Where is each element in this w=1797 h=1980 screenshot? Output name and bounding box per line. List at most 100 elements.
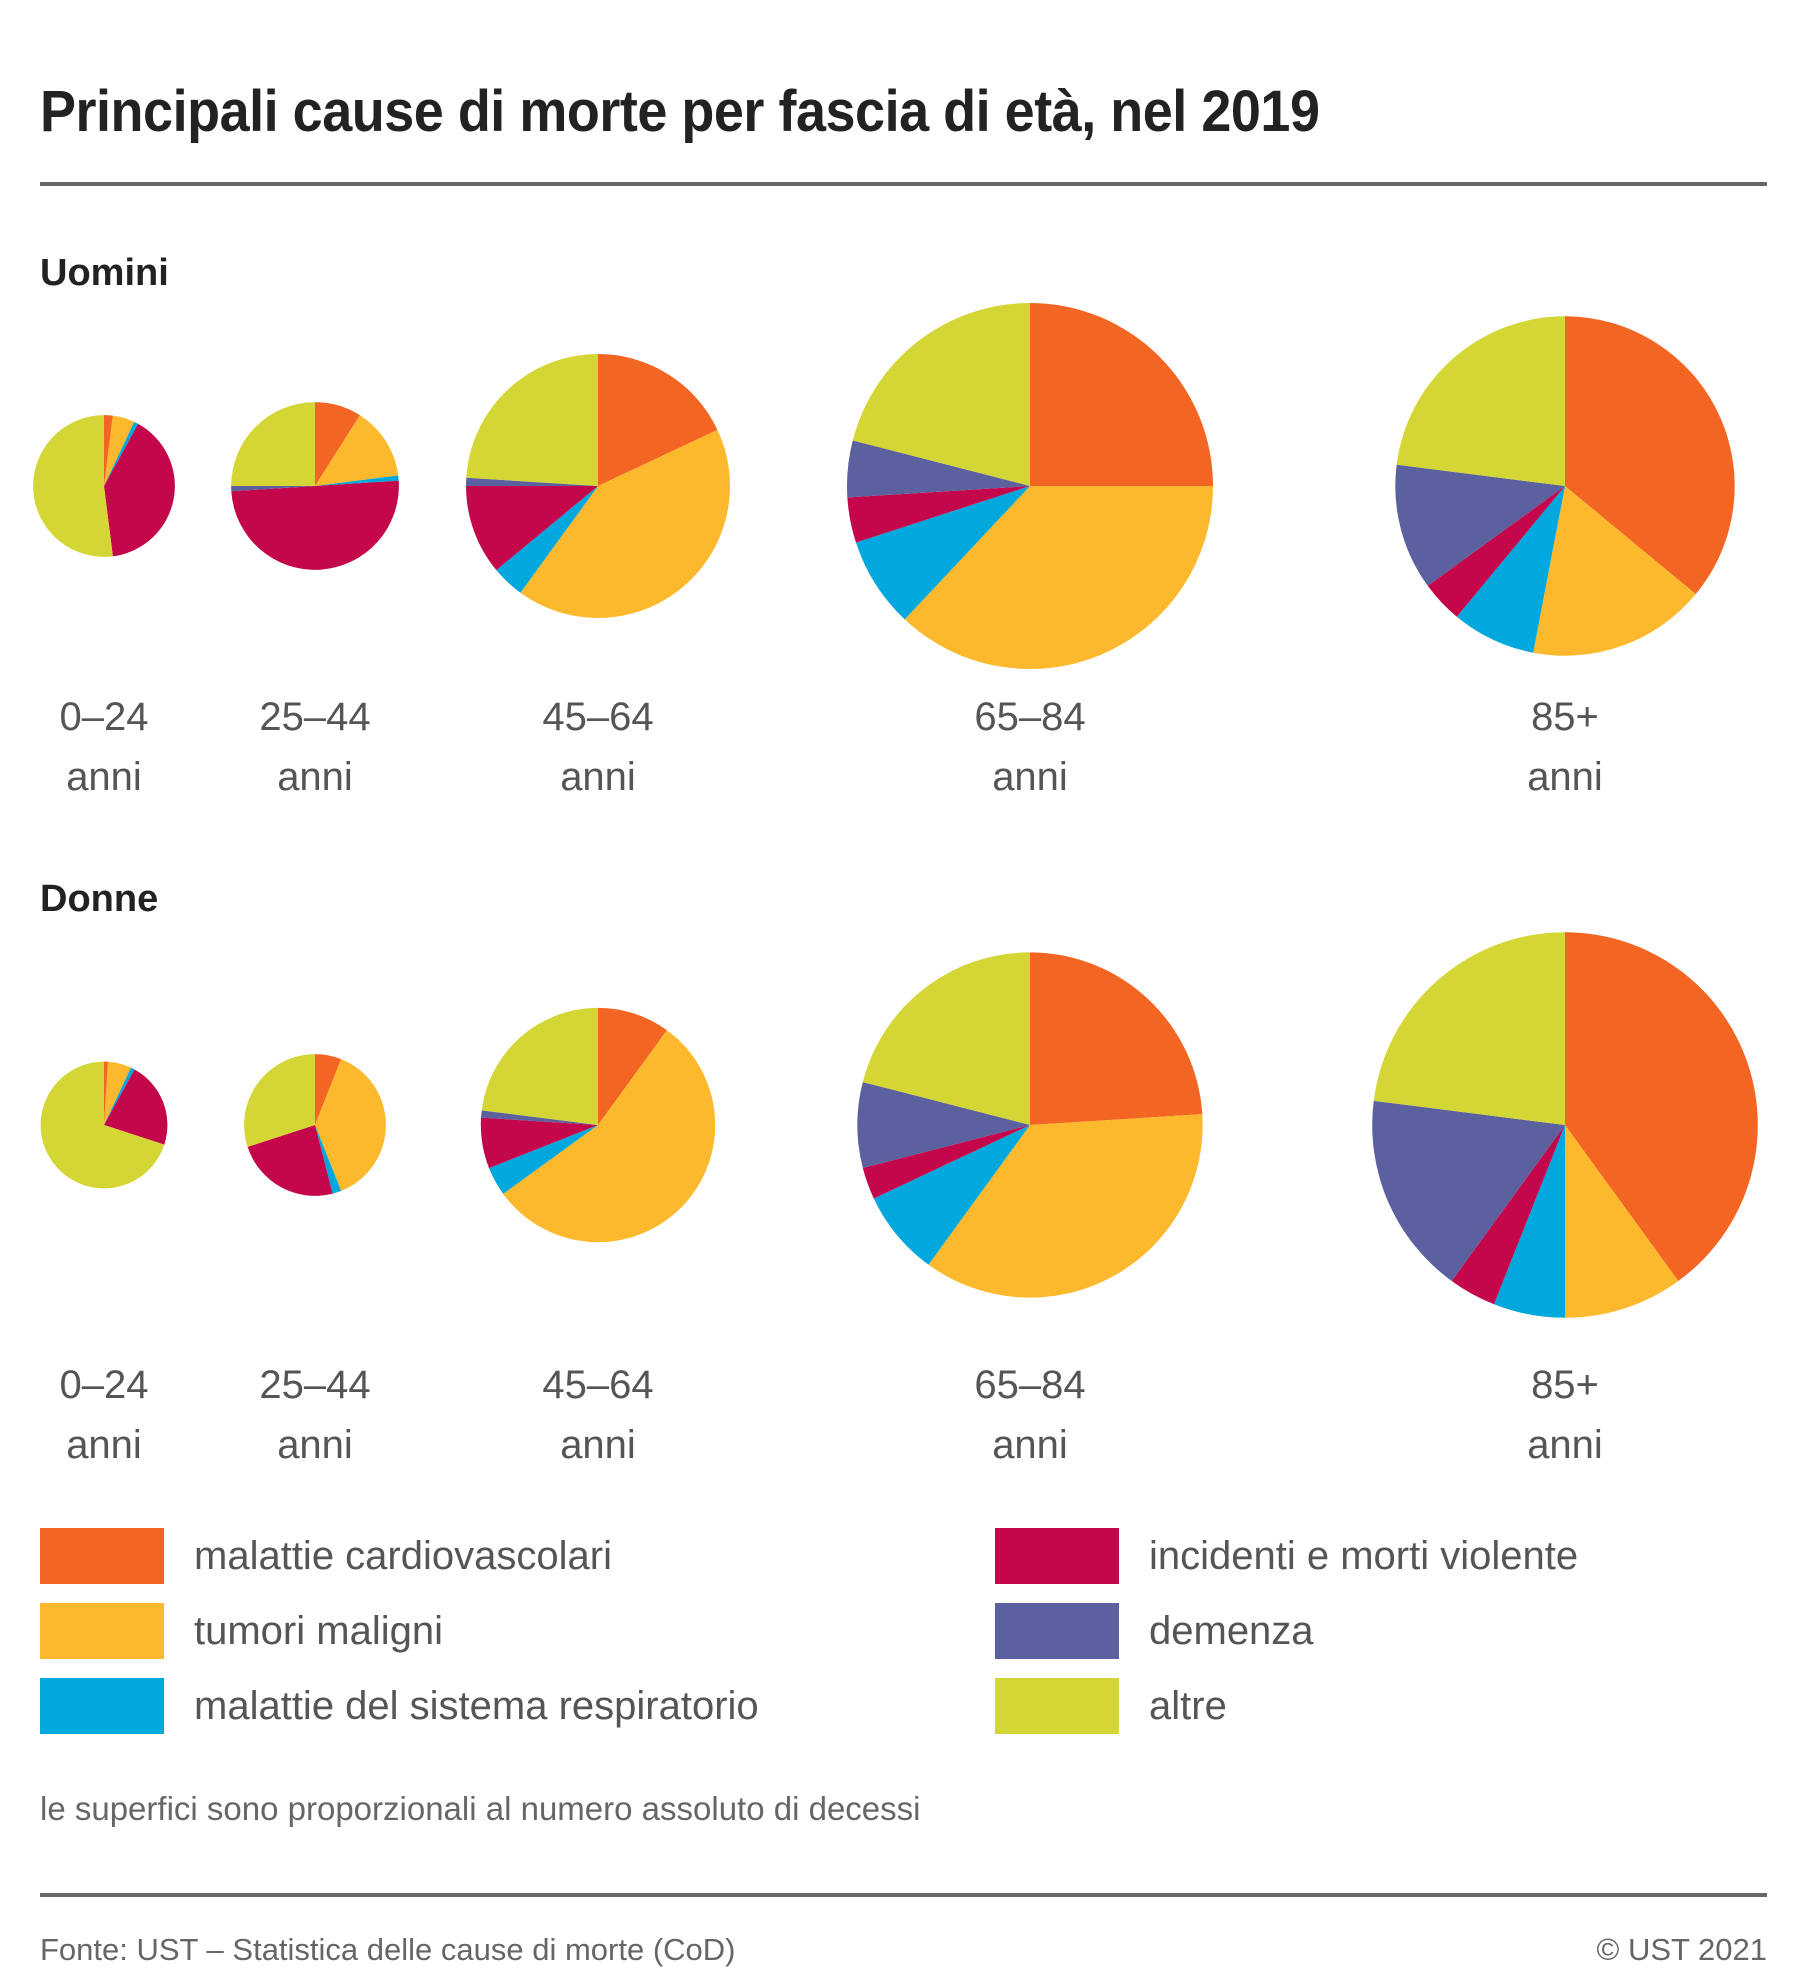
age-label: 0–24 (60, 695, 149, 739)
legend-label-tumori: tumori maligni (194, 1608, 443, 1653)
age-unit-label: anni (560, 755, 636, 799)
legend-item-incid: incidenti e morti violente (995, 1528, 1578, 1584)
pie-uomini-65-84 (847, 303, 1213, 669)
age-label: 0–24 (60, 1363, 149, 1407)
pie-slice-tumori (1533, 486, 1696, 656)
pie-uomini-25-44 (231, 402, 399, 570)
section-label-uomini: Uomini (40, 252, 169, 294)
legend-label-altre: altre (1149, 1683, 1227, 1728)
age-unit-label: anni (277, 755, 353, 799)
pie-slice-demenza (481, 1110, 598, 1125)
age-unit-label: anni (66, 1423, 142, 1467)
pie-slice-incid (231, 480, 399, 570)
section-label-donne: Donne (40, 878, 159, 920)
source-text: Fonte: UST – Statistica delle cause di m… (40, 1932, 736, 1967)
pie-donne-85+ (1372, 932, 1758, 1318)
footer-divider (40, 1893, 1767, 1897)
age-label: 25–44 (259, 695, 370, 739)
pie-slice-incid (862, 1125, 1030, 1199)
legend-label-resp: malattie del sistema respiratorio (194, 1683, 759, 1728)
pie-slice-demenza (1372, 1100, 1565, 1281)
pie-slice-tumori (104, 415, 135, 486)
age-unit-label: anni (277, 1423, 353, 1467)
legend-swatch-altre (995, 1678, 1119, 1734)
pie-slice-tumori (904, 486, 1213, 669)
legend-item-tumori: tumori maligni (40, 1603, 443, 1659)
pie-slice-resp (315, 1125, 342, 1194)
legend-swatch-resp (40, 1678, 164, 1734)
legend-label-incid: incidenti e morti violente (1149, 1533, 1579, 1578)
pie-slice-cardio (104, 415, 113, 486)
title-divider (40, 182, 1767, 186)
pie-donne-45-64 (480, 1007, 716, 1243)
pie-slice-demenza (466, 477, 598, 486)
age-label: 85+ (1531, 1363, 1599, 1407)
pie-slice-resp (873, 1125, 1030, 1265)
pie-slice-cardio (315, 1054, 342, 1125)
pie-slice-incid (1451, 1125, 1565, 1305)
pie-slice-incid (104, 423, 175, 557)
pie-slice-altre (231, 402, 315, 486)
pie-slice-altre (466, 354, 598, 486)
pie-slice-incid (466, 486, 598, 571)
pie-slice-altre (1373, 932, 1565, 1125)
pie-slice-cardio (1565, 932, 1758, 1281)
pie-slice-tumori (315, 415, 399, 486)
age-unit-label: anni (1527, 755, 1603, 799)
pie-slice-altre (862, 952, 1030, 1125)
pie-slice-tumori (104, 1061, 131, 1125)
pie-slice-resp (489, 1125, 598, 1194)
pie-slice-incid (847, 486, 1030, 543)
pie-slice-cardio (104, 1061, 108, 1125)
pie-slice-resp (496, 486, 598, 593)
legend-swatch-cardio (40, 1528, 164, 1584)
pie-slice-cardio (1565, 316, 1735, 595)
age-unit-label: anni (1527, 1423, 1603, 1467)
age-unit-label: anni (66, 755, 142, 799)
copyright-text: © UST 2021 (1596, 1932, 1767, 1967)
age-label: 65–84 (974, 1363, 1085, 1407)
pie-slice-cardio (1030, 303, 1213, 486)
legend-swatch-tumori (40, 1603, 164, 1659)
legend-item-cardio: malattie cardiovascolari (40, 1528, 612, 1584)
age-label: 85+ (1531, 695, 1599, 739)
pie-slice-cardio (598, 1007, 667, 1125)
pie-slice-cardio (1030, 952, 1203, 1125)
pie-slice-incid (247, 1125, 333, 1196)
pie-donne-25-44 (244, 1054, 386, 1196)
pie-slice-tumori (1565, 1125, 1679, 1318)
age-label: 65–84 (974, 695, 1085, 739)
legend-item-demenza: demenza (995, 1603, 1314, 1659)
legend-label-demenza: demenza (1149, 1608, 1314, 1653)
pie-slice-altre (40, 1061, 165, 1189)
age-label: 45–64 (542, 1363, 653, 1407)
pie-slice-resp (104, 421, 139, 486)
age-unit-label: anni (560, 1423, 636, 1467)
pie-slice-resp (1456, 486, 1565, 653)
pie-slice-altre (852, 303, 1030, 486)
pie-slice-tumori (928, 1114, 1203, 1298)
age-unit-label: anni (992, 1423, 1068, 1467)
pie-slice-altre (244, 1054, 315, 1147)
pie-uomini-85+ (1395, 316, 1735, 656)
pie-slice-resp (315, 475, 399, 486)
chart-title: Principali cause di morte per fascia di … (40, 79, 1320, 144)
pie-slice-tumori (315, 1059, 386, 1191)
area-note: le superfici sono proporzionali al numer… (40, 1790, 921, 1827)
pie-slice-incid (480, 1117, 598, 1169)
age-label: 25–44 (259, 1363, 370, 1407)
pie-donne-0-24 (40, 1061, 168, 1189)
legend-item-altre: altre (995, 1678, 1227, 1734)
legend-swatch-demenza (995, 1603, 1119, 1659)
pie-slice-altre (33, 415, 113, 557)
pie-donne-65-84 (857, 952, 1203, 1298)
pie-slice-incid (104, 1069, 168, 1145)
legend-label-cardio: malattie cardiovascolari (194, 1533, 612, 1578)
pie-uomini-45-64 (466, 354, 730, 618)
pie-chart-area: 0–24 anni 25–44 anni 45–64 anni 65–84 anni 85+ an… (33, 303, 1758, 1467)
pie-slice-altre (1396, 316, 1565, 486)
pie-slice-demenza (231, 486, 315, 492)
pie-slice-tumori (520, 429, 730, 618)
legend-swatch-incid (995, 1528, 1119, 1584)
pie-slice-resp (104, 1067, 135, 1125)
